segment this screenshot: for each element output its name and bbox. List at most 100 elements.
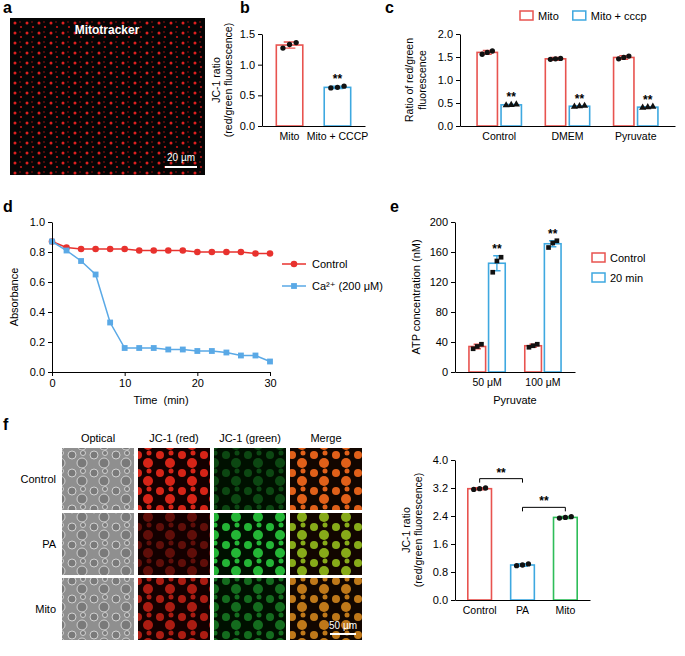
point <box>563 515 568 520</box>
tick: 1.6 <box>433 538 455 550</box>
marks <box>468 485 577 600</box>
point <box>78 246 85 253</box>
tick-label: 0.8 <box>433 566 448 578</box>
column-header: JC-1 (green) <box>219 432 281 444</box>
tick: 160 <box>430 246 455 258</box>
column-header: Optical <box>81 432 115 444</box>
image-title: Mitotracker <box>75 23 140 37</box>
axis-line <box>263 126 366 127</box>
tick-label: 0.8 <box>30 246 45 258</box>
tick-label: 1.5 <box>240 28 255 40</box>
point <box>136 247 143 254</box>
tick-mark <box>48 372 52 373</box>
point <box>480 52 485 57</box>
micrograph <box>138 513 210 575</box>
point <box>209 348 215 354</box>
scale-bar <box>330 633 356 635</box>
tick-label: 40 <box>436 336 448 348</box>
point <box>151 345 157 351</box>
legend-swatch <box>592 253 605 262</box>
legend-swatch <box>592 273 605 282</box>
tick: Mito <box>280 130 300 142</box>
tick: 100 μM <box>525 376 560 388</box>
tick-label: 120 <box>430 276 448 288</box>
significance: ** <box>492 242 502 256</box>
tick: 1.5 <box>240 28 262 40</box>
point <box>485 50 490 55</box>
significance: ** <box>507 90 517 104</box>
point <box>287 42 292 47</box>
tick-label: 0.0 <box>438 120 453 132</box>
tick-label: 1.0 <box>240 59 255 71</box>
tick-label: 0.0 <box>30 366 45 378</box>
tick-label: 160 <box>430 246 448 258</box>
bar <box>638 107 658 126</box>
micrograph <box>62 448 134 510</box>
tick: 40 <box>436 336 455 348</box>
micrograph <box>214 513 286 575</box>
legend-marker <box>291 283 297 289</box>
row-label: PA <box>42 538 57 550</box>
point <box>471 346 476 351</box>
tick-label: Control <box>482 130 516 142</box>
point <box>550 241 555 246</box>
bar-panel: ****0408012016020050 μM100 μMATP concent… <box>410 216 645 406</box>
point <box>238 249 245 256</box>
point <box>520 562 525 567</box>
tick-label: 10 <box>119 377 131 389</box>
axis-line <box>455 461 456 601</box>
bar <box>525 346 542 372</box>
x-axis: 0 10 20 30 <box>49 372 276 389</box>
column-header: Merge <box>310 432 341 444</box>
annotations: **** <box>492 227 557 256</box>
tick: 1.5 <box>438 51 460 63</box>
tick-mark <box>258 34 262 35</box>
tick-label: 0.5 <box>438 97 453 109</box>
tick-mark <box>451 282 455 283</box>
point <box>165 247 172 254</box>
tick-label: 4.0 <box>433 454 448 466</box>
tick-mark <box>451 222 455 223</box>
tick: 4.0 <box>433 454 455 466</box>
y-axis-title: JC-1 ratio <box>400 507 412 553</box>
point <box>621 55 626 60</box>
y-axis: 0.00.51.01.52.0 <box>438 28 461 132</box>
point <box>93 272 99 278</box>
tick-mark <box>451 312 455 313</box>
tick-label: 30 <box>264 377 276 389</box>
legend-item: 20 min <box>592 272 643 284</box>
panel-label: c <box>385 0 394 16</box>
point <box>546 245 551 250</box>
significance: ** <box>539 494 549 508</box>
tick-label: 2.0 <box>438 28 453 40</box>
axis-line <box>461 126 676 127</box>
bar <box>614 57 634 126</box>
tick-mark <box>48 282 52 283</box>
image-panel: Mitotracker20 µm <box>10 18 205 175</box>
image-grid: OpticalJC-1 (red)JC-1 (green)MergeContro… <box>21 432 362 640</box>
point <box>531 343 536 348</box>
legend-swatch <box>520 11 533 20</box>
y-axis-title: Ratio of red/green <box>403 38 415 122</box>
significance: ** <box>333 72 343 86</box>
tick-label: 0.0 <box>240 120 255 132</box>
micrograph <box>290 578 362 640</box>
axis-line <box>53 372 271 373</box>
panel-label: f <box>3 416 9 433</box>
tick: 20 <box>192 372 204 389</box>
bar <box>468 489 492 600</box>
scale-bar <box>165 166 197 168</box>
legend-label: Control <box>312 258 347 270</box>
tick: 0.0 <box>240 120 262 132</box>
tick: 0.0 <box>438 120 460 132</box>
bar <box>477 52 497 126</box>
tick: 0.4 <box>30 306 52 318</box>
bar <box>469 347 486 373</box>
tick: 200 <box>430 216 455 228</box>
micrograph <box>138 578 210 640</box>
point <box>557 515 562 520</box>
point <box>526 561 531 566</box>
tick-label: 0 <box>49 377 55 389</box>
bar <box>276 45 302 126</box>
point <box>280 45 285 50</box>
